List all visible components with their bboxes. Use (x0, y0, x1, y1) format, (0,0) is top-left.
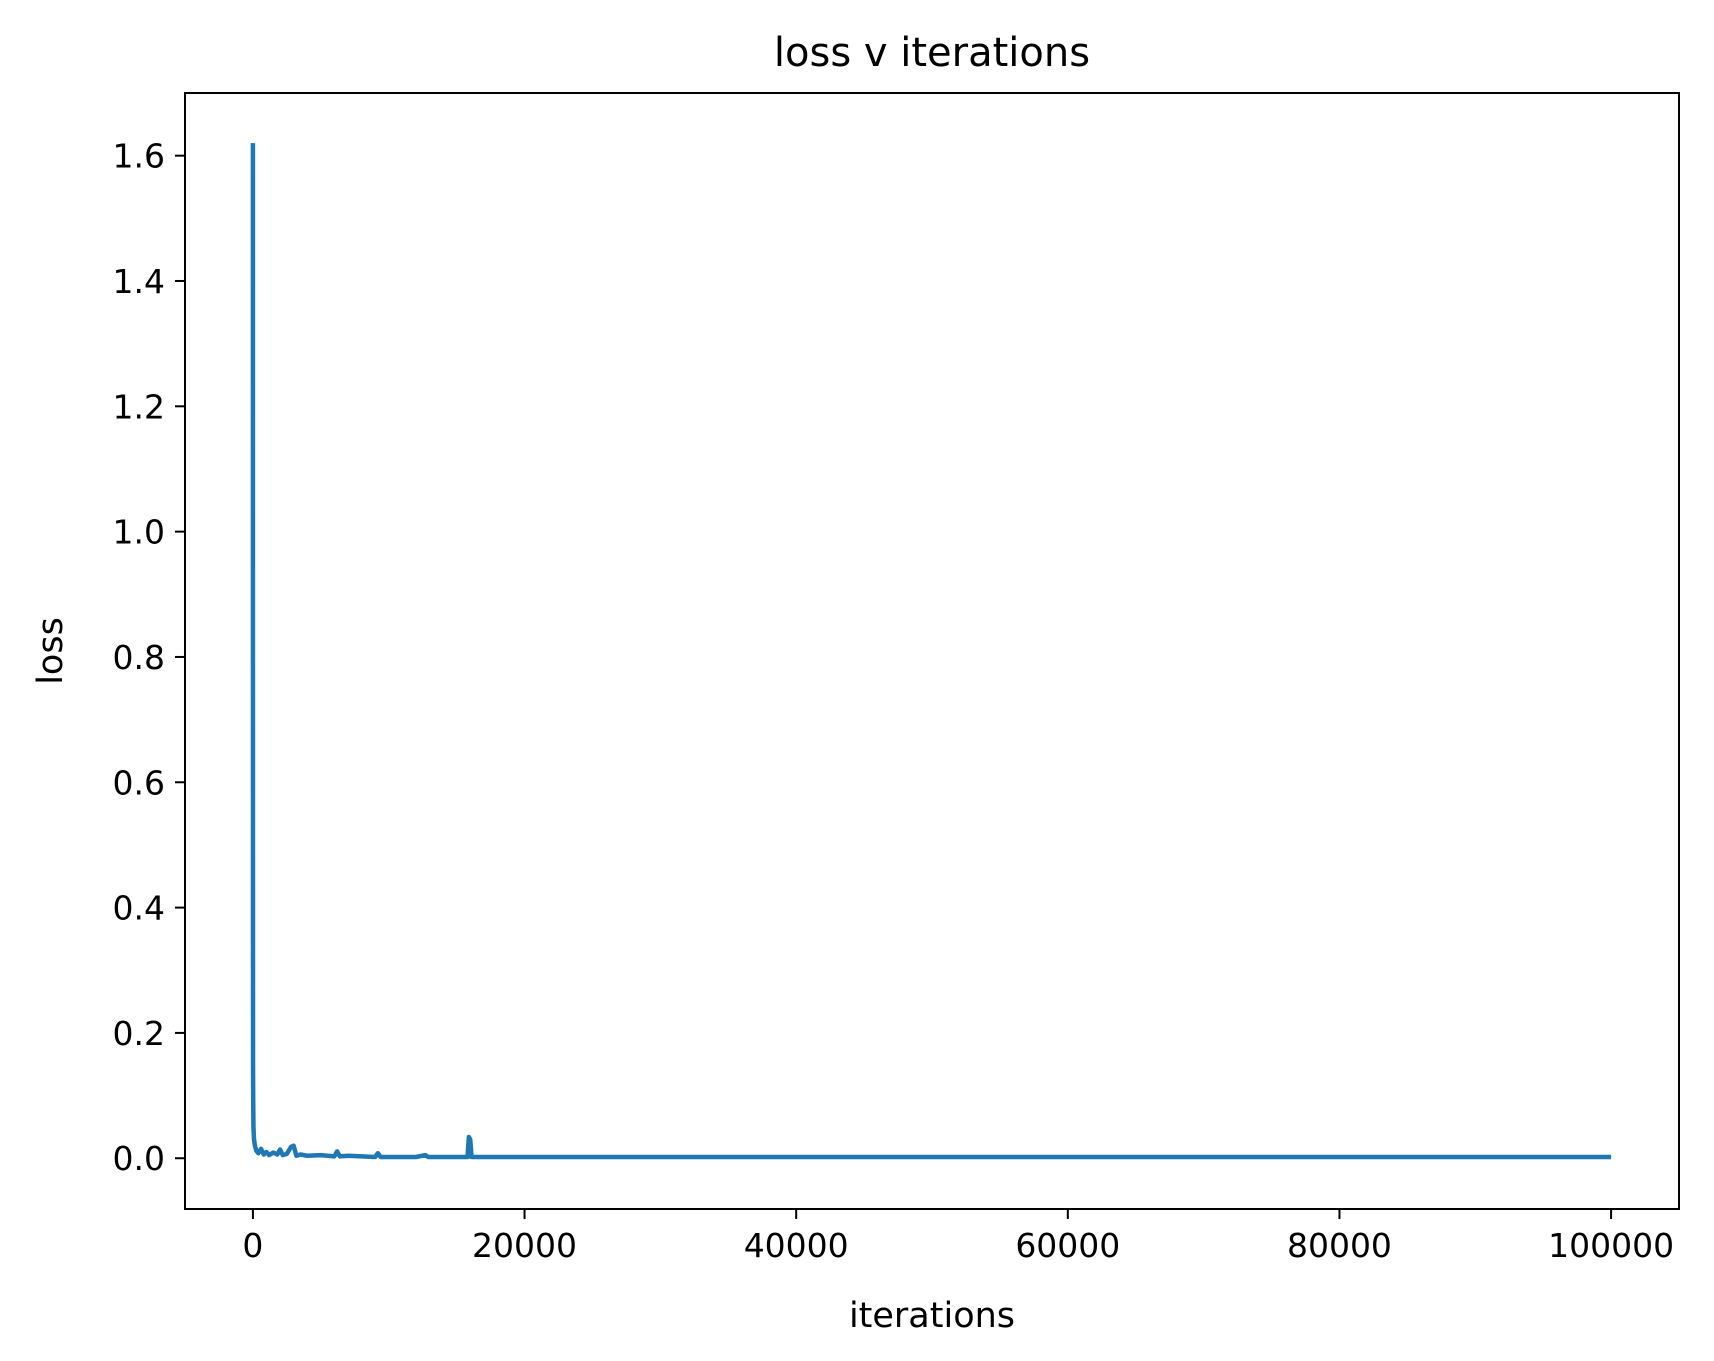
y-tick-label: 0.2 (113, 1014, 165, 1053)
y-tick-label: 0.8 (113, 638, 165, 677)
y-tick-label: 1.2 (113, 387, 165, 426)
y-tick-label: 0.6 (113, 763, 165, 802)
x-axis-ticks: 0 20000 40000 60000 80000 100000 (242, 1209, 1674, 1265)
y-axis-ticks: 0.0 0.2 0.4 0.6 0.8 1.0 1.2 1.4 1.6 (113, 137, 185, 1178)
x-tick-label: 0 (242, 1226, 263, 1265)
loss-series-line (250, 143, 1612, 1160)
plot-frame (184, 92, 1680, 1210)
x-tick-label: 100000 (1548, 1226, 1674, 1265)
y-tick-label: 1.0 (113, 513, 165, 552)
x-tick-label: 20000 (472, 1226, 577, 1265)
y-axis-label: loss (31, 617, 71, 685)
y-tick-label: 1.6 (113, 137, 165, 176)
x-tick-label: 80000 (1287, 1226, 1392, 1265)
x-axis-label: iterations (849, 1296, 1015, 1336)
y-tick-label: 0.4 (113, 889, 165, 928)
y-tick-label: 1.4 (113, 262, 165, 301)
plot-area (184, 92, 1680, 1210)
x-tick-label: 40000 (744, 1226, 849, 1265)
x-tick-label: 60000 (1015, 1226, 1120, 1265)
chart-title: loss v iterations (774, 30, 1090, 76)
y-tick-label: 0.0 (113, 1139, 165, 1178)
